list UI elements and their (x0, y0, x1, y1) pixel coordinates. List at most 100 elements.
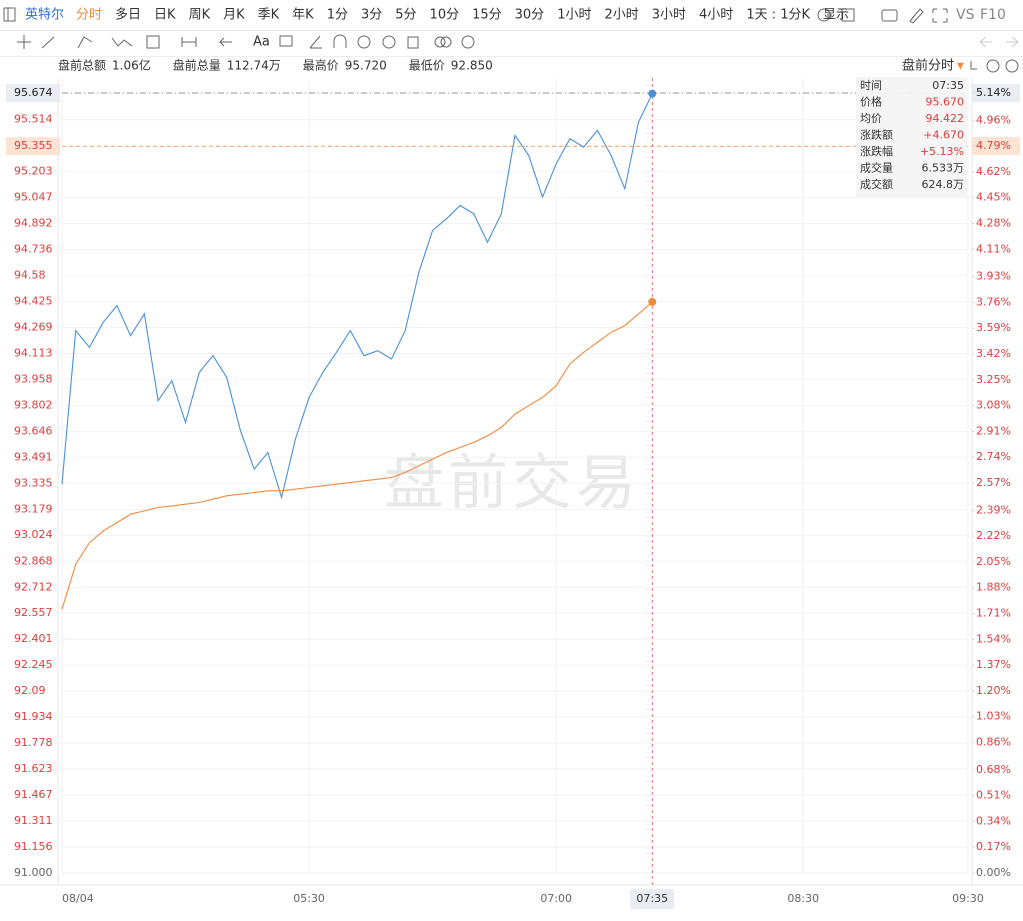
mode-caret: ▼ (957, 62, 964, 72)
y-tick-label: 94.58 (14, 269, 46, 282)
period-tab[interactable]: 显示 (823, 8, 849, 23)
mode-label[interactable]: 盘前分时 (902, 58, 954, 74)
eye-tool[interactable] (357, 35, 371, 49)
info-value: 92.850 (451, 59, 493, 73)
y-tick-label: 91.934 (14, 710, 53, 723)
undo[interactable] (979, 36, 992, 48)
tooltip-value: 07:35 (932, 79, 964, 92)
period-tab[interactable]: 30分 (515, 8, 545, 23)
zoom-out[interactable] (986, 59, 1000, 73)
period-tab[interactable]: 季K (258, 8, 280, 23)
tooltip-key: 时间 (860, 79, 882, 92)
period-tab[interactable]: 2小时 (604, 8, 638, 23)
axis-highlight (6, 137, 60, 156)
magnet-tool[interactable] (333, 34, 347, 48)
stock-name[interactable]: 英特尔 (25, 8, 64, 23)
delete-tool[interactable] (407, 36, 419, 49)
reset[interactable] (970, 61, 977, 70)
settings-icon[interactable] (817, 8, 831, 22)
series-line (61, 93, 653, 500)
x-tick-label: 08/04 (62, 892, 94, 905)
panel-icon[interactable] (3, 7, 16, 22)
info-label: 最高价 (303, 58, 339, 73)
period-tab[interactable]: 分时 (76, 8, 102, 23)
pen-icon[interactable] (909, 8, 924, 24)
period-tab[interactable]: 日K (154, 8, 176, 23)
y-tick-label: 92.401 (14, 632, 53, 645)
y-tick-label: 92.868 (14, 554, 53, 567)
y2-tick-label: 4.28% (976, 217, 1011, 230)
period-tab[interactable]: 年K (292, 8, 314, 23)
period-tab[interactable]: 4小时 (699, 8, 733, 23)
period-tab[interactable]: 15分 (472, 8, 502, 23)
y2-tick-label: 0.51% (976, 789, 1011, 802)
y2-tick-label: 0.00% (976, 866, 1011, 879)
tooltip-value: +5.13% (920, 145, 964, 158)
period-tab[interactable]: 周K (189, 8, 211, 23)
y2-tick-label: 2.39% (976, 503, 1011, 516)
y-tick-label: 91.000 (14, 866, 53, 879)
y2-tick-label: 2.57% (976, 476, 1011, 489)
y2-tick-label: 0.34% (976, 814, 1011, 827)
measure-tool[interactable] (146, 35, 160, 49)
zoom-in[interactable] (1005, 59, 1019, 73)
polyline-tool[interactable] (77, 36, 93, 49)
y2-tick-label: 1.20% (976, 684, 1011, 697)
period-tab[interactable]: 多日 (115, 7, 141, 23)
y2-tick-label: 1.03% (976, 710, 1011, 723)
line-tool[interactable] (41, 36, 55, 49)
period-tab[interactable]: 3小时 (652, 8, 686, 23)
camera-icon[interactable] (881, 9, 898, 22)
fullscreen-icon[interactable] (932, 8, 948, 23)
wave-tool[interactable] (111, 37, 133, 47)
crosshair-x-box (630, 889, 675, 909)
range-tool[interactable] (181, 37, 197, 47)
tooltip-value: 624.8万 (922, 178, 965, 191)
tooltip-key: 涨跌额 (860, 128, 893, 142)
y2-tick-label: 1.37% (976, 658, 1011, 671)
y-tick-label: 91.156 (14, 840, 53, 853)
arrow-tool[interactable] (218, 37, 232, 47)
f10-button[interactable]: F10 (980, 7, 1006, 23)
y-tick-label: 91.778 (14, 736, 53, 749)
period-tab[interactable]: 3分 (361, 8, 382, 23)
hide-tool[interactable] (382, 35, 396, 49)
y-tick-label: 94.736 (14, 243, 53, 256)
period-tab[interactable]: 1分 (327, 8, 348, 23)
y2-tick-label: 3.59% (976, 321, 1011, 334)
period-tab[interactable]: 5分 (395, 8, 416, 23)
tooltip-key: 成交量 (860, 161, 893, 175)
tooltip-box (856, 77, 967, 198)
y2-tick-label: 3.76% (976, 295, 1011, 308)
y2-tick-label: 3.93% (976, 270, 1011, 283)
period-tab[interactable]: 月K (223, 8, 245, 23)
y-tick-label: 93.335 (14, 476, 53, 489)
compare-icon[interactable] (841, 8, 855, 22)
x-tick-label: 05:30 (293, 892, 325, 905)
redo[interactable] (1006, 36, 1019, 48)
move-tool[interactable] (17, 35, 31, 49)
text-tool[interactable]: Aa (253, 35, 270, 50)
tooltip-key: 均价 (860, 112, 882, 125)
toolbar-icons (17, 8, 1019, 73)
period-tab[interactable]: 1天 : 1分K (746, 8, 810, 23)
period-tab[interactable]: 1小时 (557, 8, 591, 23)
y-tick-label: 94.892 (14, 217, 53, 230)
y2-tick-label: 2.05% (976, 555, 1011, 568)
y2-tick-label: 3.25% (976, 373, 1011, 386)
info-value: 95.720 (345, 59, 387, 73)
period-tab[interactable]: 10分 (430, 8, 460, 23)
link-tool[interactable] (434, 36, 446, 48)
crosshair-x-label: 07:35 (636, 892, 668, 905)
axis-highlight (6, 84, 60, 102)
vs-button[interactable]: VS (956, 7, 975, 23)
x-tick-label: 09:30 (952, 892, 984, 905)
y2-tick-label: 4.96% (976, 113, 1011, 126)
link-tool (440, 36, 452, 48)
draw-settings[interactable] (461, 35, 475, 49)
y-tick-label: 95.355 (14, 139, 53, 152)
angle-tool[interactable] (309, 35, 322, 49)
note-tool[interactable] (279, 35, 293, 47)
y2-tick-label: 1.71% (976, 607, 1011, 620)
